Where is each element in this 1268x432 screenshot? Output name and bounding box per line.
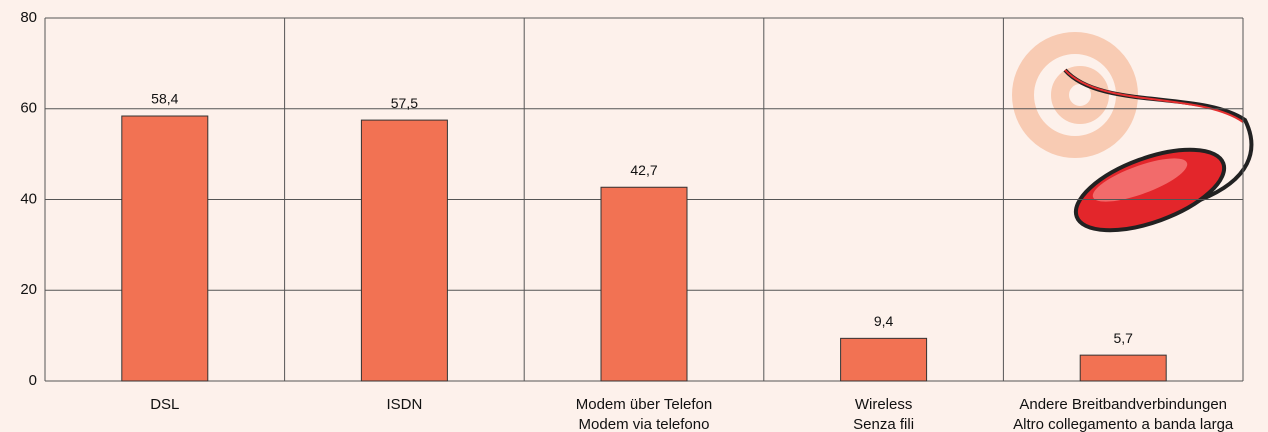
value-label: 5,7 — [1113, 330, 1133, 346]
value-label: 58,4 — [151, 91, 178, 107]
x-tick-label: Andere Breitbandverbindungen Altro colleg… — [1013, 396, 1234, 432]
x-tick-label: ISDN — [386, 396, 422, 413]
bar — [121, 115, 209, 382]
mouse-highlight — [1092, 158, 1188, 202]
x-tick-label: Wireless Senza fili — [853, 396, 914, 432]
value-label: 42,7 — [630, 162, 657, 178]
value-label: 57,5 — [391, 95, 418, 111]
y-tick-label: 40 — [20, 190, 37, 207]
y-tick-label: 20 — [20, 281, 37, 298]
mouse-cable-red — [1064, 69, 1244, 123]
at-ring — [1012, 32, 1138, 158]
y-tick-label: 60 — [20, 100, 37, 117]
at-center — [1051, 66, 1109, 124]
y-tick-label: 80 — [20, 9, 37, 26]
bar — [840, 337, 928, 382]
y-tick-label: 0 — [29, 372, 37, 389]
x-tick-label: DSL — [150, 396, 179, 413]
bar — [600, 186, 688, 382]
mouse-decoration — [1012, 32, 1254, 233]
value-label: 9,4 — [874, 313, 894, 329]
x-tick-label: Modem über Telefon Modem via telefono — [576, 396, 712, 432]
bar — [1079, 354, 1167, 382]
bar — [360, 119, 448, 382]
